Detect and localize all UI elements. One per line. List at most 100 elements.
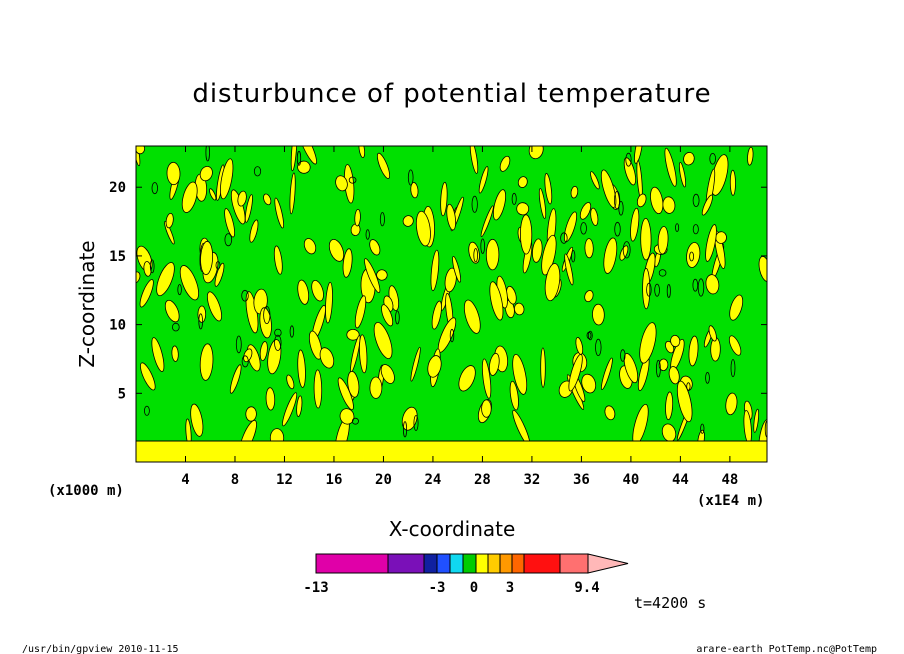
- contour-blob: [286, 374, 295, 390]
- contour-blob: [458, 365, 476, 392]
- contour-blob: [214, 262, 225, 287]
- contour-blob: [642, 267, 651, 310]
- contour-blob: [519, 214, 533, 255]
- contour-blob: [575, 337, 584, 355]
- contour-blob: [171, 345, 179, 362]
- contour-blob: [166, 161, 181, 186]
- colorbar-tick-label: 3: [506, 580, 514, 596]
- contour-blob: [544, 173, 553, 205]
- contour-ring: [471, 195, 478, 213]
- x-tick-label: 24: [425, 472, 442, 488]
- y-axis: 5 10 15 20: [109, 180, 767, 402]
- contour-blob: [151, 337, 165, 372]
- contour-blob: [544, 263, 561, 302]
- contour-blob: [209, 188, 217, 201]
- contour-blob: [143, 261, 152, 277]
- contour-blob: [410, 346, 421, 382]
- contour-ring: [205, 146, 210, 162]
- contour-blob: [478, 166, 489, 194]
- contour-blob: [753, 408, 760, 433]
- contour-blob: [668, 366, 680, 385]
- contour-blob: [347, 370, 360, 398]
- x-tick-label: 8: [231, 472, 239, 488]
- contour-blob: [639, 322, 657, 364]
- contour-ring: [692, 193, 700, 207]
- contour-ring: [274, 334, 282, 351]
- x-tick-label: 28: [474, 472, 491, 488]
- contour-ring: [296, 150, 302, 166]
- contour-ring: [705, 371, 710, 384]
- contour-blob: [259, 341, 268, 362]
- contour-ring: [764, 420, 767, 438]
- contour-blob: [245, 406, 257, 422]
- plot-area: [135, 145, 768, 463]
- colorbar: [315, 553, 629, 574]
- colorbar-segment: [436, 553, 451, 574]
- x-tick-label: 12: [276, 472, 293, 488]
- colorbar-tick-label: -3: [429, 580, 446, 596]
- contour-blob: [303, 238, 317, 255]
- contour-blob: [200, 240, 214, 276]
- contour-blob: [328, 239, 345, 262]
- contour-blob: [469, 146, 479, 174]
- contour-blob: [237, 190, 247, 207]
- contour-blob: [273, 245, 283, 275]
- contour-ring: [692, 278, 699, 292]
- footer-right: arare-earth_PotTemp.nc@PotTemp: [696, 644, 877, 654]
- contour-blob: [339, 408, 355, 425]
- contour-blob: [563, 211, 578, 243]
- colorbar-segment: [487, 553, 501, 574]
- contour-ring: [580, 222, 587, 235]
- contour-blob: [664, 147, 677, 187]
- contour-blob: [190, 403, 204, 437]
- contour-ring: [241, 289, 249, 302]
- contour-ring: [241, 355, 249, 368]
- contour-blob: [747, 146, 754, 166]
- contour-ring: [511, 192, 517, 205]
- contour-ring: [149, 259, 155, 274]
- y-axis-label: Z-coordinate: [75, 240, 99, 367]
- contour-blob: [199, 343, 214, 381]
- contour-blob: [140, 362, 156, 391]
- contour-ring: [697, 278, 705, 297]
- contour-blob: [489, 281, 504, 321]
- colorbar-segment: [559, 553, 589, 574]
- y-tick-label: 15: [109, 249, 126, 265]
- colorbar-segment: [462, 553, 477, 574]
- contour-blob: [570, 185, 579, 199]
- x-tick-label: 36: [573, 472, 590, 488]
- contour-blob: [513, 302, 525, 316]
- contour-blob: [481, 358, 492, 399]
- contour-blob: [532, 238, 543, 263]
- contour-blob: [376, 269, 388, 281]
- contour-blob: [584, 290, 594, 303]
- contour-blob: [480, 205, 494, 238]
- contour-ring: [700, 423, 705, 434]
- contour-ring: [587, 330, 593, 341]
- contour-blob: [358, 146, 366, 159]
- chart-title: disturbunce of potential temperature: [192, 79, 711, 109]
- contour-blob: [541, 234, 557, 276]
- contour-blob: [297, 349, 306, 388]
- contour-blob: [402, 215, 414, 227]
- contour-blob: [139, 279, 154, 308]
- colorbar-tick-label: -13: [303, 580, 328, 596]
- ground-layer: [135, 440, 768, 463]
- contour-blob: [658, 358, 669, 371]
- contour-blob: [650, 186, 664, 215]
- contour-fill: [136, 146, 767, 457]
- contour-ring: [365, 229, 370, 240]
- contour-ring: [686, 382, 691, 391]
- contour-blob: [354, 295, 367, 329]
- contour-ring: [473, 248, 479, 263]
- contour-ring: [620, 349, 626, 362]
- contour-blob: [207, 291, 222, 322]
- colorbar-tick-label: 9.4: [574, 580, 599, 596]
- contour-blob: [311, 279, 324, 302]
- contour-blob: [564, 253, 574, 286]
- contour-blob: [485, 238, 500, 271]
- contour-blob: [584, 238, 594, 259]
- contour-blob: [676, 380, 693, 423]
- contour-ring: [172, 322, 180, 332]
- contour-blob: [540, 347, 546, 388]
